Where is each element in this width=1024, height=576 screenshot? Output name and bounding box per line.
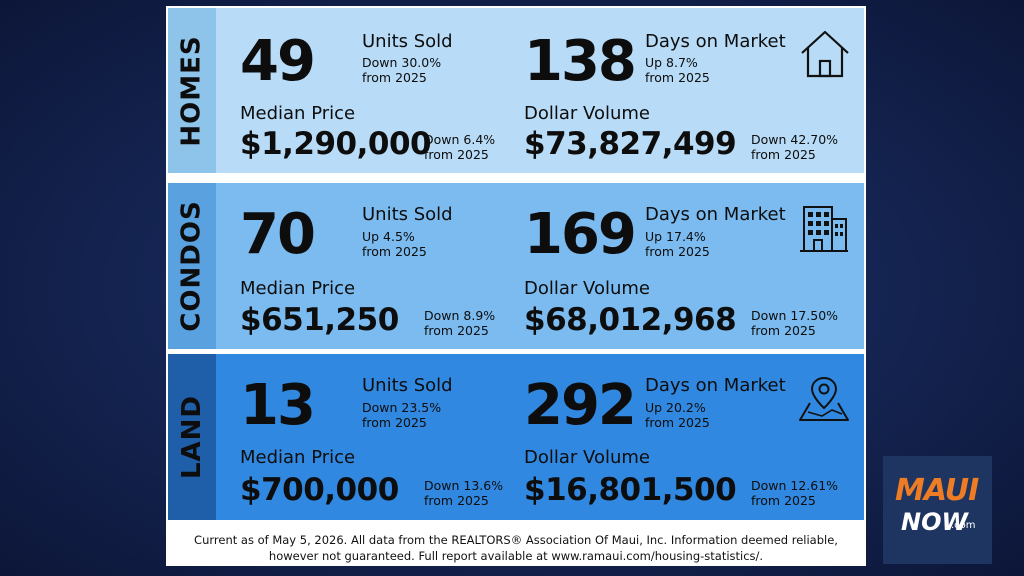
housing-stats-card: HOMES 49 Units Sold Down 30.0% from 2025…	[166, 6, 866, 566]
units-sold-change: Up 4.5%	[362, 229, 415, 244]
condo-building-icon	[800, 206, 848, 252]
dollar-volume-from: from 2025	[751, 323, 816, 338]
section-title: HOMES	[177, 34, 208, 147]
days-on-market-label: Days on Market	[645, 375, 786, 396]
median-price-from: from 2025	[424, 323, 489, 338]
dollar-volume-label: Dollar Volume	[524, 103, 650, 124]
median-price-label: Median Price	[240, 278, 356, 299]
days-on-market-from: from 2025	[645, 70, 710, 85]
median-price-label: Median Price	[240, 103, 356, 124]
days-on-market-from: from 2025	[645, 415, 710, 430]
median-price-change: Down 13.6%	[424, 478, 504, 493]
data-source-footer: Current as of May 5, 2026. All data from…	[166, 532, 866, 564]
dollar-volume-from: from 2025	[751, 147, 816, 162]
dollar-volume-value: $73,827,499	[524, 126, 737, 162]
dollar-volume-change: Down 12.61%	[751, 478, 839, 493]
days-on-market-from: from 2025	[645, 244, 710, 259]
dollar-volume-value: $16,801,500	[524, 472, 737, 508]
days-on-market-label: Days on Market	[645, 204, 786, 225]
days-on-market-change: Up 17.4%	[645, 229, 706, 244]
land-tab: LAND	[168, 354, 216, 520]
median-price-value: $700,000	[240, 472, 399, 508]
days-on-market-change: Up 20.2%	[645, 400, 706, 415]
median-price-change: Down 6.4%	[424, 132, 496, 147]
house-icon	[801, 30, 849, 78]
units-sold-from: from 2025	[362, 415, 427, 430]
dollar-volume-from: from 2025	[751, 493, 816, 508]
units-sold-change: Down 23.5%	[362, 400, 442, 415]
median-price-from: from 2025	[424, 493, 489, 508]
logo-com-text: .com	[951, 520, 976, 531]
footer-line-2: however not guaranteed. Full report avai…	[268, 549, 764, 563]
units-sold-value: 70	[240, 202, 316, 267]
median-price-from: from 2025	[424, 147, 489, 162]
dollar-volume-value: $68,012,968	[524, 302, 737, 338]
days-on-market-value: 169	[524, 202, 637, 267]
units-sold-value: 13	[240, 373, 316, 438]
days-on-market-change: Up 8.7%	[645, 55, 698, 70]
section-title: LAND	[177, 394, 207, 480]
dollar-volume-label: Dollar Volume	[524, 447, 650, 468]
map-pin-icon	[799, 376, 849, 421]
homes-panel: HOMES 49 Units Sold Down 30.0% from 2025…	[168, 8, 864, 173]
median-price-value: $1,290,000	[240, 126, 432, 162]
logo-now-text: NOW	[901, 508, 968, 536]
condos-tab: CONDOS	[168, 183, 216, 349]
units-sold-label: Units Sold	[362, 375, 453, 396]
dollar-volume-change: Down 42.70%	[751, 132, 839, 147]
days-on-market-value: 138	[524, 29, 637, 94]
median-price-label: Median Price	[240, 447, 356, 468]
dollar-volume-label: Dollar Volume	[524, 278, 650, 299]
median-price-change: Down 8.9%	[424, 308, 496, 323]
units-sold-label: Units Sold	[362, 31, 453, 52]
median-price-value: $651,250	[240, 302, 399, 338]
units-sold-from: from 2025	[362, 244, 427, 259]
days-on-market-label: Days on Market	[645, 31, 786, 52]
units-sold-change: Down 30.0%	[362, 55, 442, 70]
days-on-market-value: 292	[524, 373, 637, 438]
dollar-volume-change: Down 17.50%	[751, 308, 839, 323]
maui-now-logo: MAUI NOW .com	[883, 456, 992, 564]
footer-line-1: Current as of May 5, 2026. All data from…	[194, 533, 838, 547]
homes-tab: HOMES	[168, 8, 216, 173]
condos-panel: CONDOS 70 Units Sold Up 4.5% from 2025 1…	[168, 183, 864, 349]
units-sold-from: from 2025	[362, 70, 427, 85]
units-sold-label: Units Sold	[362, 204, 453, 225]
section-title: CONDOS	[177, 200, 208, 332]
logo-maui-text: MAUI	[895, 473, 979, 508]
units-sold-value: 49	[240, 29, 316, 94]
land-panel: LAND 13 Units Sold Down 23.5% from 2025 …	[168, 354, 864, 520]
